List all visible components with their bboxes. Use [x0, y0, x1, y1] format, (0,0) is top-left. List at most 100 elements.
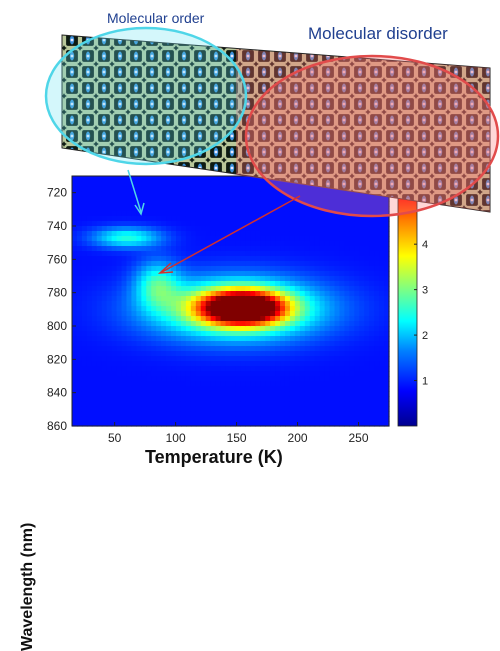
- heatmap-cell: [230, 376, 237, 382]
- heatmap-cell: [369, 346, 375, 352]
- heatmap-cell: [205, 271, 212, 277]
- heatmap-cell: [151, 386, 157, 392]
- heatmap-cell: [111, 261, 118, 267]
- heatmap-cell: [379, 381, 385, 387]
- heatmap-cell: [344, 421, 350, 427]
- heatmap-cell: [314, 226, 321, 232]
- heatmap-cell: [384, 216, 390, 222]
- heatmap-cell: [369, 216, 375, 222]
- heatmap-cell: [280, 341, 286, 347]
- heatmap-cell: [329, 261, 336, 267]
- heatmap-cell: [334, 326, 341, 332]
- heatmap-cell: [111, 321, 118, 327]
- heatmap-cell: [176, 306, 182, 312]
- heatmap-cell: [265, 346, 271, 352]
- heatmap-cell: [364, 381, 370, 387]
- heatmap-cell: [195, 271, 202, 277]
- heatmap-cell: [210, 341, 217, 347]
- heatmap-cell: [289, 281, 296, 287]
- heatmap-cell: [76, 421, 83, 427]
- heatmap-cell: [280, 346, 286, 352]
- heatmap-cell: [235, 401, 242, 407]
- heatmap-cell: [220, 411, 227, 417]
- heatmap-cell: [146, 401, 152, 407]
- heatmap-cell: [176, 256, 182, 262]
- heatmap-cell: [314, 416, 321, 422]
- heatmap-cell: [200, 181, 207, 187]
- heatmap-cell: [96, 306, 103, 312]
- heatmap-cell: [141, 341, 147, 347]
- heatmap-cell: [81, 421, 88, 427]
- heatmap-cell: [176, 321, 182, 327]
- heatmap-cell: [136, 196, 142, 202]
- heatmap-cell: [205, 216, 212, 222]
- heatmap-cell: [111, 366, 118, 372]
- heatmap-cell: [136, 381, 142, 387]
- heatmap-cell: [141, 296, 147, 302]
- heatmap-cell: [81, 336, 88, 342]
- heatmap-cell: [364, 276, 370, 282]
- heatmap-cell: [364, 366, 370, 372]
- heatmap-cell: [81, 331, 88, 337]
- heatmap-cell: [334, 196, 341, 202]
- heatmap-cell: [265, 411, 271, 417]
- heatmap-cell: [314, 331, 321, 337]
- heatmap-cell: [299, 236, 306, 242]
- heatmap-cell: [126, 291, 133, 297]
- heatmap-cell: [156, 371, 162, 377]
- heatmap-cell: [72, 351, 78, 357]
- heatmap-cell: [126, 216, 133, 222]
- heatmap-cell: [339, 301, 346, 307]
- heatmap-cell: [284, 191, 291, 197]
- heatmap-cell: [344, 351, 350, 357]
- heatmap-cell: [265, 231, 271, 237]
- heatmap-cell: [289, 226, 296, 232]
- heatmap-cell: [245, 421, 251, 427]
- heatmap-cell: [101, 391, 108, 397]
- heatmap-cell: [379, 256, 385, 262]
- heatmap-cell: [344, 226, 350, 232]
- heatmap-cell: [384, 396, 390, 402]
- heatmap-cell: [215, 341, 222, 347]
- heatmap-cell: [121, 331, 128, 337]
- heatmap-cell: [369, 281, 375, 287]
- heatmap-cell: [329, 286, 336, 292]
- heatmap-cell: [344, 336, 350, 342]
- heatmap-cell: [96, 371, 103, 377]
- heatmap-cell: [270, 236, 276, 242]
- heatmap-cell: [76, 221, 83, 227]
- molecular-disorder-highlight: [244, 54, 500, 218]
- heatmap-cell: [235, 356, 242, 362]
- heatmap-cell: [250, 176, 256, 182]
- heatmap-cell: [284, 316, 291, 322]
- heatmap-cell: [265, 271, 271, 277]
- heatmap-cell: [349, 256, 355, 262]
- heatmap-cell: [250, 326, 256, 332]
- heatmap-cell: [106, 416, 113, 422]
- heatmap-cell: [255, 256, 261, 262]
- heatmap-cell: [166, 236, 172, 242]
- heatmap-cell: [260, 296, 266, 302]
- heatmap-cell: [225, 311, 232, 317]
- heatmap-cell: [275, 421, 281, 427]
- heatmap-cell: [126, 261, 133, 267]
- heatmap-cell: [111, 246, 118, 252]
- heatmap-cell: [284, 226, 291, 232]
- heatmap-cell: [364, 326, 370, 332]
- heatmap-cell: [270, 416, 276, 422]
- heatmap-cell: [185, 321, 192, 327]
- heatmap-cell: [245, 391, 251, 397]
- heatmap-cell: [250, 361, 256, 367]
- heatmap-cell: [91, 216, 98, 222]
- heatmap-cell: [339, 246, 346, 252]
- heatmap-cell: [121, 241, 128, 247]
- heatmap-cell: [111, 226, 118, 232]
- heatmap-cell: [156, 326, 162, 332]
- heatmap-cell: [250, 321, 256, 327]
- heatmap-cell: [126, 351, 133, 357]
- heatmap-cell: [319, 366, 326, 372]
- heatmap-cell: [185, 356, 192, 362]
- heatmap-cell: [121, 346, 128, 352]
- heatmap-cell: [205, 391, 212, 397]
- heatmap-cell: [116, 261, 123, 267]
